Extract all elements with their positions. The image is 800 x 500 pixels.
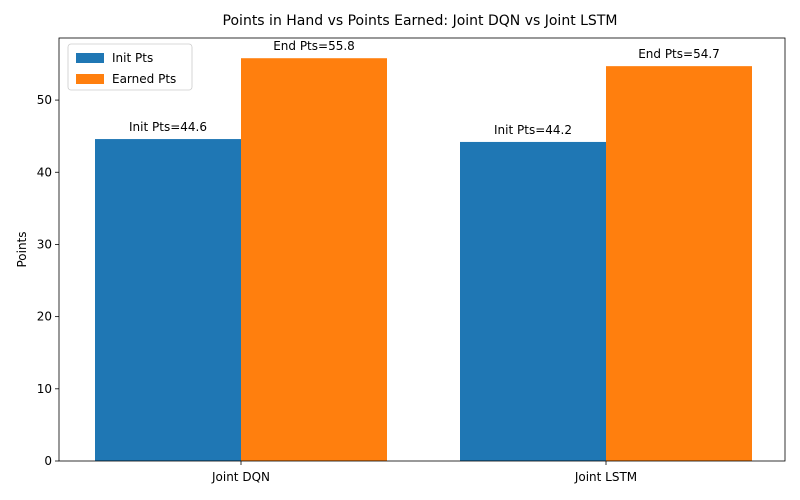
bar-value-label: Init Pts=44.2 xyxy=(494,123,572,137)
legend-label: Earned Pts xyxy=(112,72,176,86)
x-axis: Joint DQN Joint LSTM xyxy=(211,461,637,484)
bar-value-label: Init Pts=44.6 xyxy=(129,120,207,134)
bar-value-label: End Pts=55.8 xyxy=(273,39,355,53)
bars-group xyxy=(95,58,752,462)
bar xyxy=(95,139,241,461)
bar xyxy=(460,141,606,462)
bar-value-label: End Pts=54.7 xyxy=(638,47,720,61)
y-axis: 0 10 20 30 40 50 xyxy=(37,93,59,468)
legend-label: Init Pts xyxy=(112,51,153,65)
y-tick-label: 20 xyxy=(37,310,52,324)
chart-title: Points in Hand vs Points Earned: Joint D… xyxy=(223,13,618,29)
y-axis-label: Points xyxy=(15,231,29,267)
y-tick-label: 40 xyxy=(37,165,52,179)
x-tick-label: Joint DQN xyxy=(211,470,270,484)
legend: Init Pts Earned Pts xyxy=(67,43,193,91)
y-tick-label: 0 xyxy=(44,454,52,468)
x-tick-label: Joint LSTM xyxy=(574,470,637,484)
y-tick-label: 10 xyxy=(37,382,52,396)
y-tick-label: 50 xyxy=(37,93,52,107)
bar xyxy=(606,66,752,461)
bar-labels-group: Init Pts=44.6 End Pts=55.8 Init Pts=44.2 En… xyxy=(129,39,720,137)
plot-frame xyxy=(58,37,786,462)
legend-swatch xyxy=(76,53,104,63)
bar xyxy=(241,58,387,461)
legend-swatch xyxy=(76,74,104,84)
y-tick-label: 30 xyxy=(37,237,52,251)
